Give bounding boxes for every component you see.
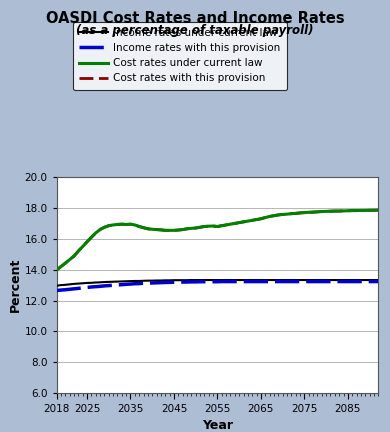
Text: (as a percentage of taxable payroll): (as a percentage of taxable payroll) — [76, 24, 314, 37]
Y-axis label: Percent: Percent — [9, 258, 21, 312]
Text: OASDI Cost Rates and Income Rates: OASDI Cost Rates and Income Rates — [46, 11, 344, 26]
Legend: Income rates under current law, Income rates with this provision, Cost rates und: Income rates under current law, Income r… — [73, 22, 287, 90]
X-axis label: Year: Year — [202, 419, 233, 432]
